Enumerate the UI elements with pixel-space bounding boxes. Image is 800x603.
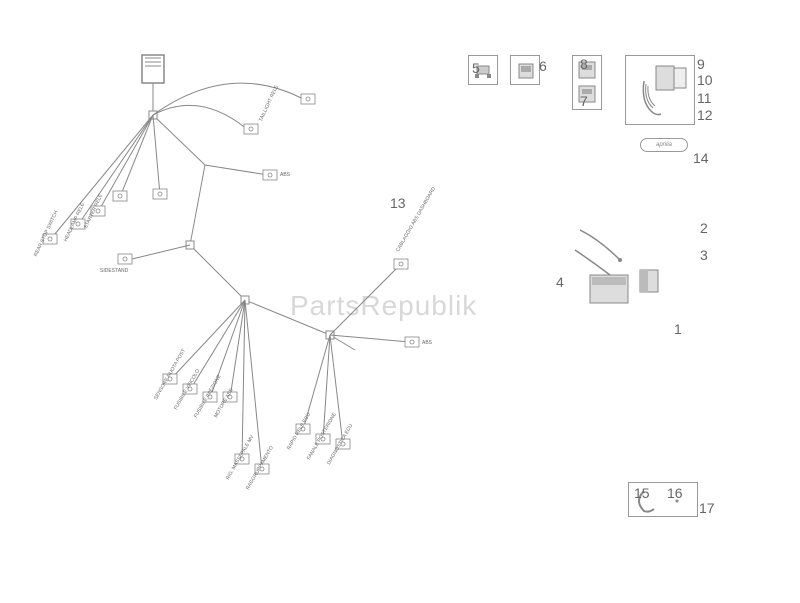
callout-15: 15 xyxy=(634,485,650,501)
callout-8: 8 xyxy=(580,56,588,72)
callout-5: 5 xyxy=(472,60,480,76)
relay-box-1 xyxy=(510,55,540,85)
callout-10: 10 xyxy=(697,72,713,88)
callout-17: 17 xyxy=(699,500,715,516)
callout-11: 11 xyxy=(697,90,712,106)
callout-16: 16 xyxy=(667,485,683,501)
callout-9: 9 xyxy=(697,56,705,72)
callout-2: 2 xyxy=(700,220,708,236)
diagram-canvas: PartsRepublik xyxy=(0,0,800,603)
callout-1: 1 xyxy=(674,321,682,337)
callout-13: 13 xyxy=(390,195,406,211)
callout-12: 12 xyxy=(697,107,713,123)
callout-4: 4 xyxy=(556,274,564,290)
lbl-abs1: ABS xyxy=(280,172,290,178)
callout-6: 6 xyxy=(539,58,547,74)
badge-box: aprilia xyxy=(640,138,688,152)
callout-14: 14 xyxy=(693,150,709,166)
callout-7: 7 xyxy=(580,93,588,109)
callout-3: 3 xyxy=(700,247,708,263)
badge-text: aprilia xyxy=(656,142,672,148)
lbl-sidestand: SIDESTAND xyxy=(100,268,128,274)
lbl-abs2: ABS xyxy=(422,340,432,346)
connector-box xyxy=(625,55,695,125)
